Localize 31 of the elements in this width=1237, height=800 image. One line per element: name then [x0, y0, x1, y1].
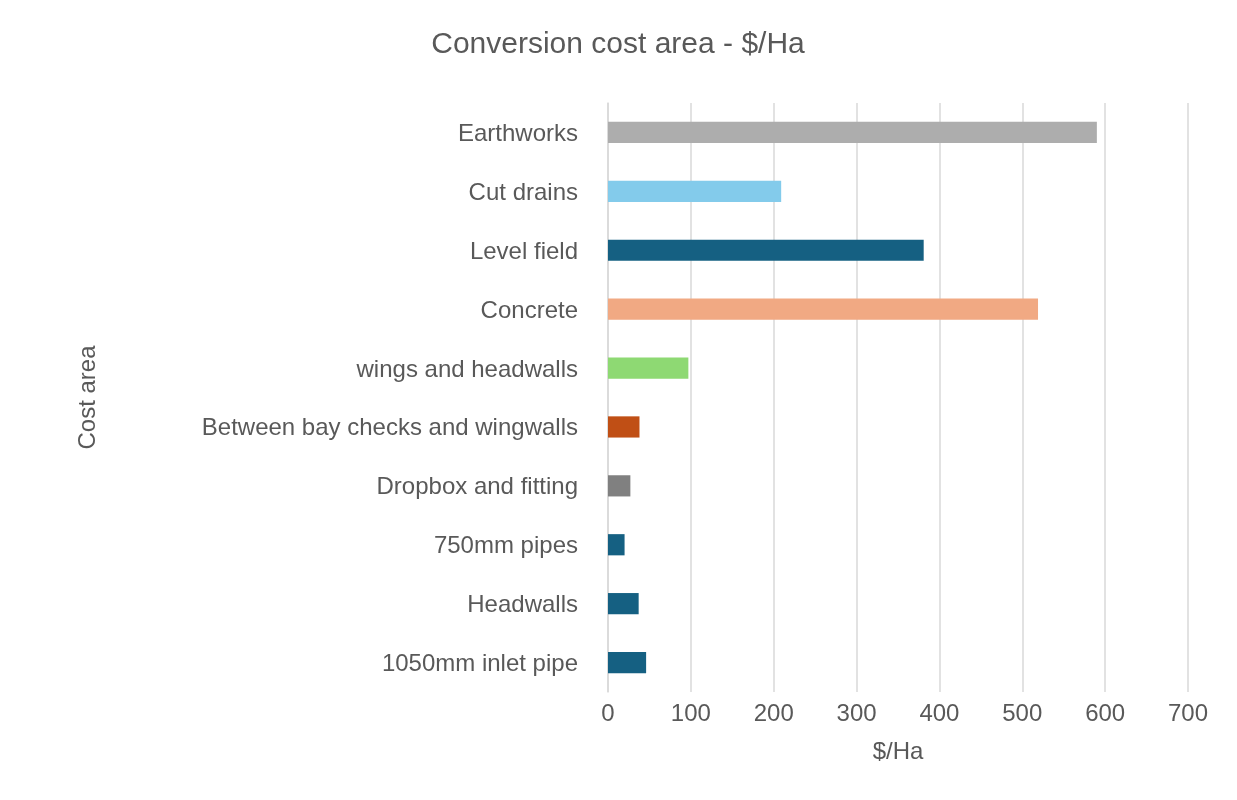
bar — [608, 121, 1097, 144]
y-tick-label: 750mm pipes — [433, 531, 578, 559]
bar — [608, 651, 647, 674]
x-tick-label: 300 — [836, 698, 877, 726]
x-tick-label: 500 — [1002, 698, 1043, 726]
x-tick-label: 700 — [1167, 698, 1209, 726]
x-tick-label: 100 — [670, 698, 711, 726]
bar — [608, 475, 631, 497]
y-tick-label: Between bay checks and wingwalls — [201, 413, 578, 441]
y-tick-label: Concrete — [480, 295, 578, 323]
y-tick-label: Earthworks — [457, 118, 578, 146]
x-tick-label: 200 — [753, 698, 794, 726]
y-tick-label: Headwalls — [467, 590, 578, 618]
x-tick-label: 600 — [1085, 698, 1126, 726]
chart-title: Conversion cost area - $/Ha — [431, 25, 806, 59]
bar — [608, 239, 924, 261]
y-tick-label: Dropbox and fitting — [376, 472, 578, 500]
bar — [608, 534, 625, 556]
x-axis-title: $/Ha — [872, 736, 924, 764]
y-tick-label: Cut drains — [468, 177, 578, 205]
y-axis-title: Cost area — [72, 344, 100, 450]
y-tick-label: wings and headwalls — [355, 354, 578, 382]
bar — [608, 180, 782, 202]
bar — [608, 298, 1039, 320]
x-tick-label: 0 — [601, 698, 615, 726]
x-tick-label: 400 — [919, 698, 960, 726]
bar — [608, 593, 639, 615]
y-tick-label: Level field — [469, 236, 578, 264]
y-tick-label: 1050mm inlet pipe — [381, 649, 578, 677]
bar — [608, 416, 640, 438]
bar — [608, 357, 689, 379]
